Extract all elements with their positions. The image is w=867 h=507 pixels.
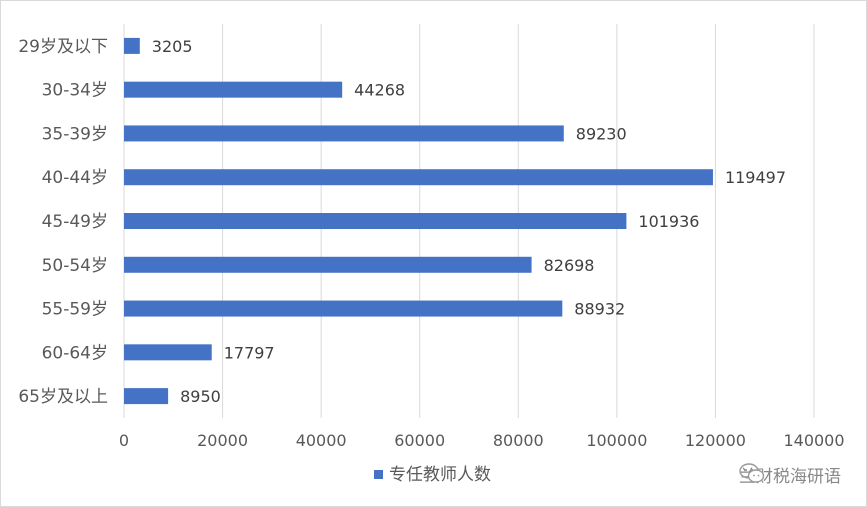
data-label: 3205 — [152, 37, 193, 56]
data-label: 82698 — [544, 256, 595, 275]
data-label: 101936 — [638, 212, 699, 231]
legend-label: 专任教师人数 — [389, 465, 491, 485]
bar — [124, 388, 169, 405]
x-tick-label: 0 — [119, 431, 129, 450]
bar — [124, 213, 627, 229]
x-tick-label: 140000 — [783, 431, 844, 450]
data-label: 17797 — [224, 343, 275, 362]
category-label: 65岁及以上 — [18, 387, 108, 407]
wechat-icon — [739, 463, 765, 483]
data-label: 89230 — [576, 124, 627, 143]
bar — [124, 81, 343, 98]
bar — [124, 125, 564, 142]
x-tick-label: 60000 — [394, 431, 445, 450]
x-tick-label: 100000 — [586, 431, 647, 450]
data-label: 119497 — [725, 168, 786, 187]
category-label: 45-49岁 — [42, 212, 108, 232]
bar — [124, 37, 140, 54]
category-label: 30-34岁 — [42, 81, 108, 101]
category-label: 35-39岁 — [42, 124, 108, 144]
category-label: 60-64岁 — [42, 343, 108, 363]
bar — [124, 300, 563, 317]
bar — [124, 256, 532, 273]
category-label: 55-59岁 — [42, 300, 108, 320]
watermark: 兰财税海研语 — [739, 462, 841, 487]
category-label: 29岁及以下 — [18, 37, 108, 57]
bar — [124, 344, 212, 361]
x-tick-label: 20000 — [197, 431, 248, 450]
data-label: 88932 — [574, 300, 625, 319]
x-tick-label: 40000 — [296, 431, 347, 450]
x-tick-label: 120000 — [685, 431, 746, 450]
data-label: 8950 — [180, 387, 221, 406]
legend-swatch — [374, 470, 383, 479]
category-label: 50-54岁 — [42, 256, 108, 276]
x-tick-label: 80000 — [493, 431, 544, 450]
data-label: 44268 — [354, 81, 405, 100]
category-label: 40-44岁 — [42, 168, 108, 188]
bar — [124, 169, 713, 186]
watermark-text: 兰财税海研语 — [739, 467, 841, 487]
